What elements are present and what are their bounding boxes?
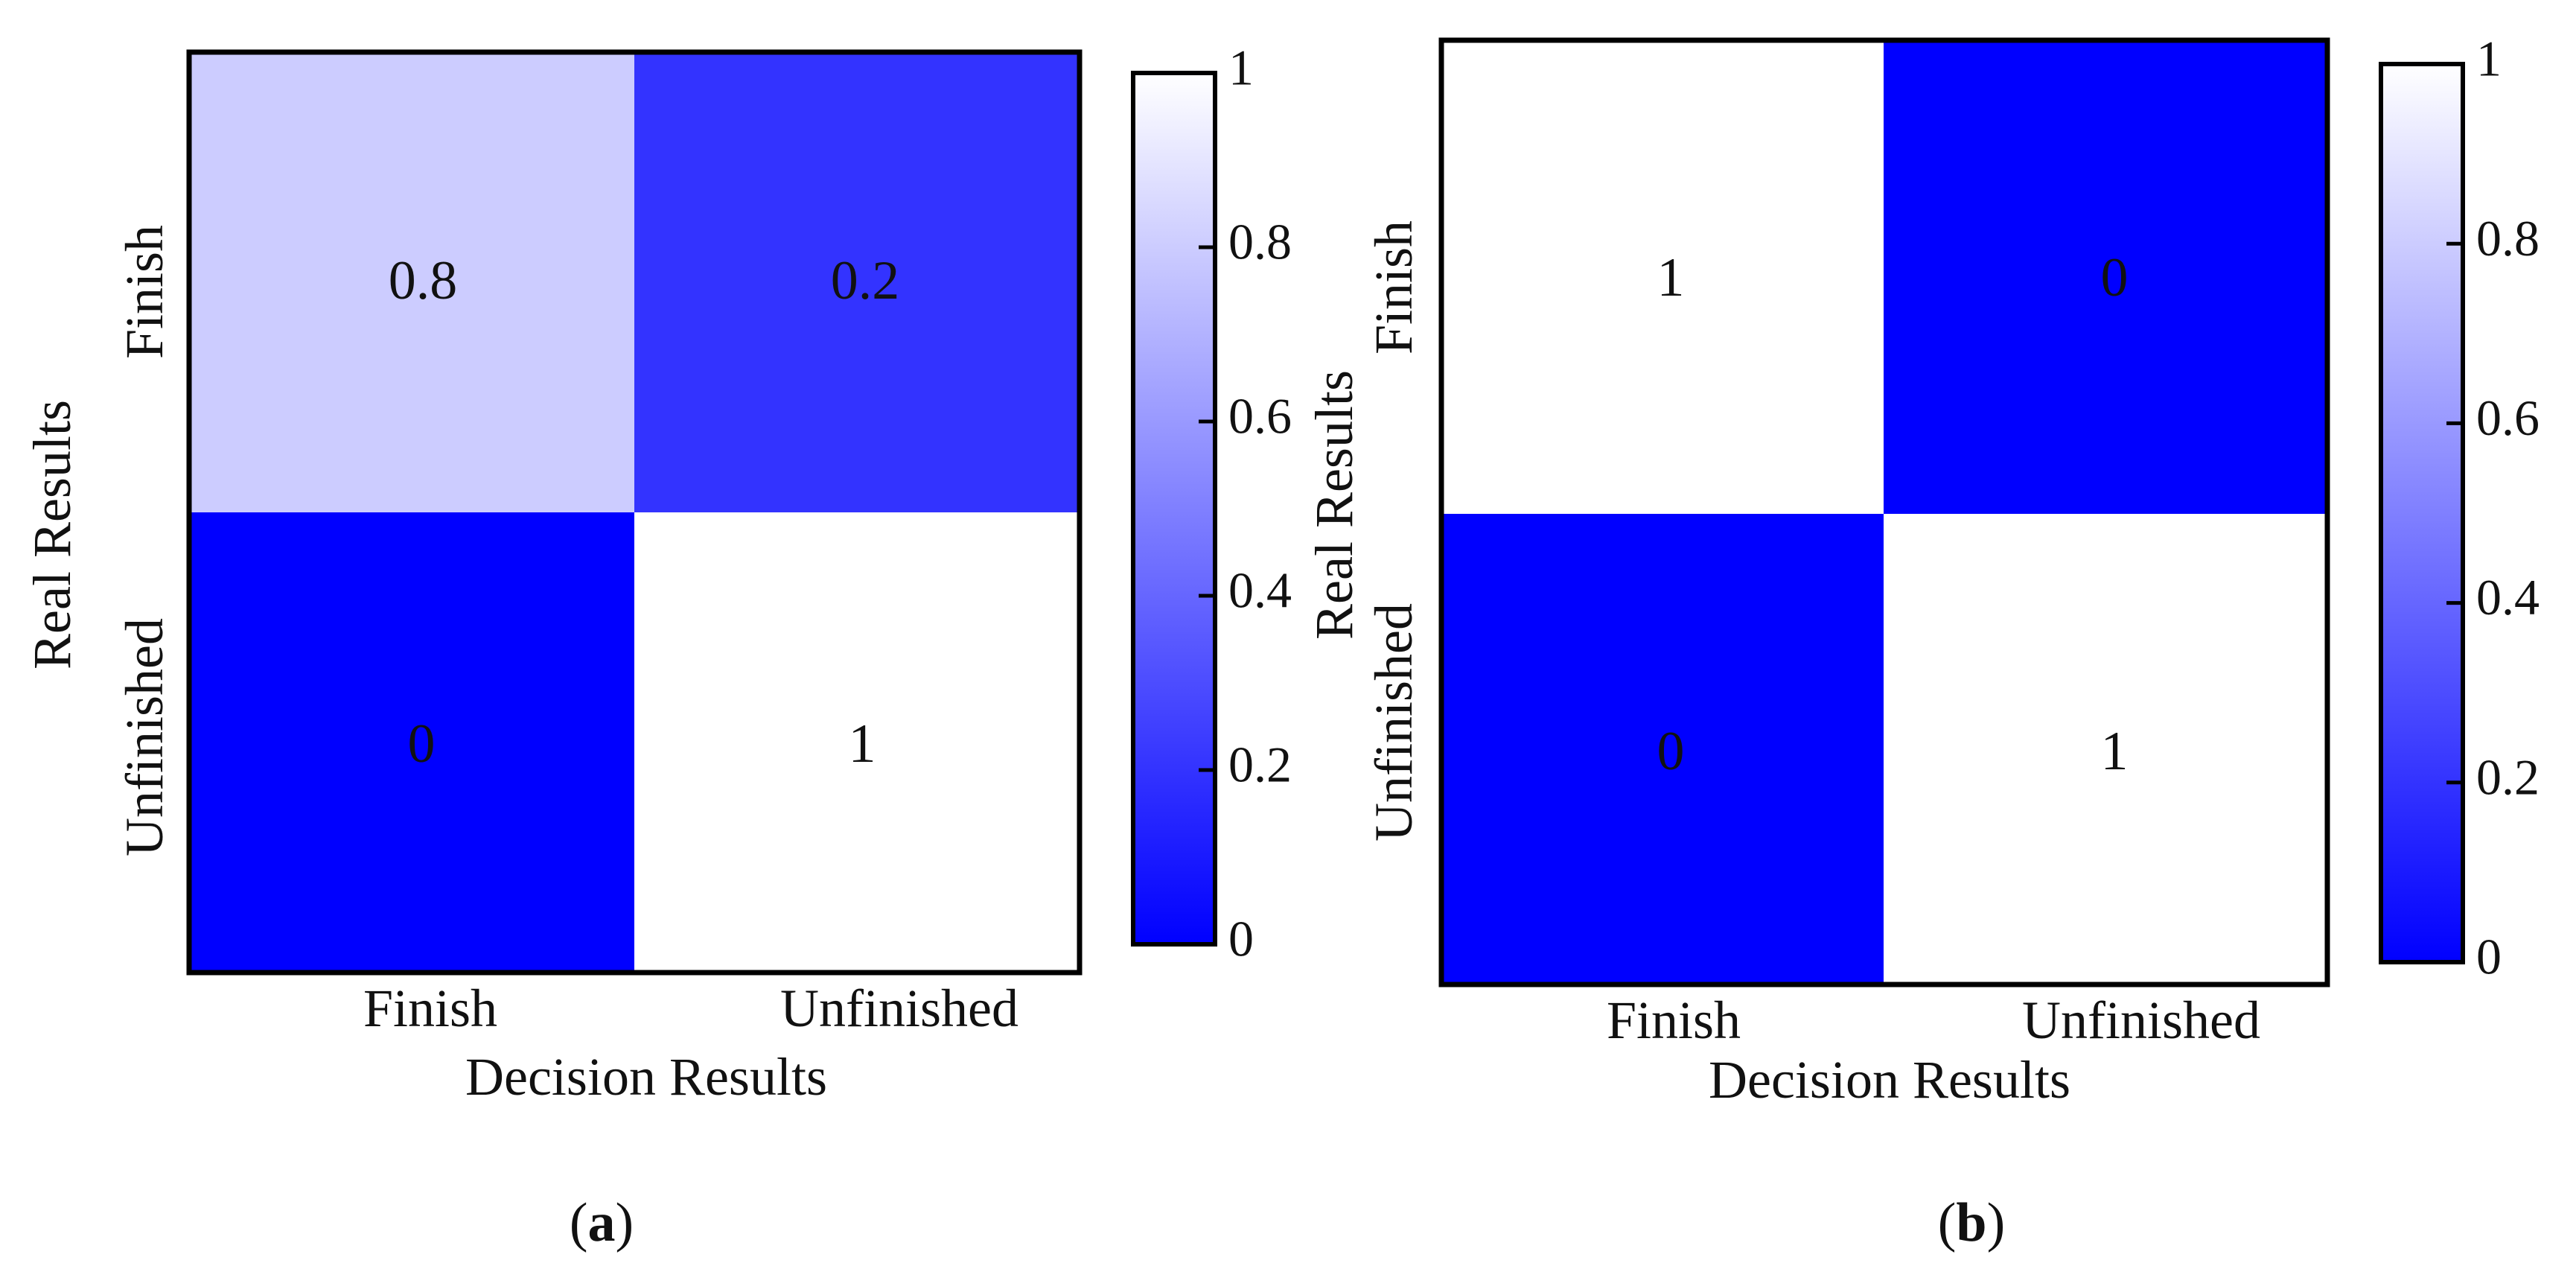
colorbar-b-gradient xyxy=(2379,62,2465,964)
colorbar-a-tick-label-1: 0.2 xyxy=(1228,737,1292,793)
panel-b-label-open: ( xyxy=(1938,1192,1957,1253)
heatmap-a-value-0-0: 0.8 xyxy=(389,250,458,311)
heatmap-a-value-0-1: 0.2 xyxy=(831,250,900,311)
heatmap-a-ylabel: Real Results xyxy=(22,400,82,669)
heatmap-b-value-0-0: 1 xyxy=(1657,247,1685,308)
panel-b-label: (b) xyxy=(1938,1192,2005,1253)
heatmap-b-xtick-finish: Finish xyxy=(1607,990,1741,1050)
heatmap-b-cell-0-0 xyxy=(1441,40,1884,514)
heatmap-a-xtick-finish: Finish xyxy=(363,979,497,1038)
colorbar-b-tick-label-5: 1 xyxy=(2476,31,2502,87)
colorbar-b-tick-label-1: 0.2 xyxy=(2476,748,2540,805)
colorbar-b-tick-label-2: 0.4 xyxy=(2476,569,2540,626)
heatmap-a-ytick-finish: Finish xyxy=(115,225,174,359)
panel-b: 1 0 0 1 Finish Unfinished Decision Resul… xyxy=(1304,31,2540,1253)
colorbar-b: 0 0.2 0.4 0.6 0.8 1 xyxy=(2379,31,2540,985)
heatmap-b-frame xyxy=(1438,37,2330,987)
heatmap-b-cell-0-1 xyxy=(1884,40,2327,514)
panel-a-label-close: ) xyxy=(616,1192,634,1253)
heatmap-b-ytick-finish: Finish xyxy=(1364,220,1424,354)
colorbar-a-tick-label-2: 0.4 xyxy=(1228,562,1292,619)
heatmap-b-xlabel: Decision Results xyxy=(1709,1050,2070,1110)
heatmap-a-value-1-0: 0 xyxy=(408,713,436,774)
heatmap-b-cells xyxy=(1441,40,2327,985)
colorbar-b-ticks: 0 0.2 0.4 0.6 0.8 1 xyxy=(2446,31,2540,985)
colorbar-a-ticks: 0 0.2 0.4 0.6 0.8 1 xyxy=(1199,39,1292,967)
colorbar-b-tick-label-0: 0 xyxy=(2476,929,2502,985)
panel-a-label-letter: a xyxy=(588,1192,616,1253)
heatmap-a-frame xyxy=(186,49,1083,976)
heatmap-b-value-1-0: 0 xyxy=(1657,721,1685,782)
colorbar-a-tick-label-4: 0.8 xyxy=(1228,214,1292,270)
colorbar-a-gradient xyxy=(1131,71,1217,947)
heatmap-a-cells xyxy=(189,52,1080,973)
heatmap-b-xtick-unfinished: Unfinished xyxy=(2022,990,2260,1050)
heatmap-a-xtick-unfinished: Unfinished xyxy=(780,979,1018,1038)
heatmap-b-value-0-1: 0 xyxy=(2101,247,2129,308)
heatmap-a-cell-0-1 xyxy=(634,52,1080,512)
heatmap-b-ylabel: Real Results xyxy=(1304,370,1364,640)
heatmap-a-cell-0-0 xyxy=(189,52,634,512)
heatmap-a-ytick-unfinished: Unfinished xyxy=(115,618,174,856)
heatmap-b-cell-1-0 xyxy=(1441,514,1884,985)
heatmap-b-cell-1-1 xyxy=(1884,514,2327,985)
panel-a-label: (a) xyxy=(570,1192,634,1253)
heatmap-a-xlabel: Decision Results xyxy=(465,1047,827,1107)
colorbar-a-tick-label-3: 0.6 xyxy=(1228,388,1292,445)
colorbar-a: 0 0.2 0.4 0.6 0.8 1 xyxy=(1131,39,1292,967)
panel-a-label-open: ( xyxy=(570,1192,588,1253)
heatmap-a-cell-1-1 xyxy=(634,512,1080,973)
colorbar-b-tick-label-3: 0.6 xyxy=(2476,389,2540,446)
heatmap-a-value-1-1: 1 xyxy=(849,713,876,774)
heatmap-b-value-1-1: 1 xyxy=(2101,721,2129,782)
colorbar-a-tick-label-0: 0 xyxy=(1228,911,1254,967)
heatmap-b-ytick-unfinished: Unfinished xyxy=(1364,603,1424,842)
heatmap-a-cell-1-0 xyxy=(189,512,634,973)
panel-b-label-close: ) xyxy=(1987,1192,2006,1253)
panel-a: 0.8 0.2 0 1 Finish Unfinished Decision R… xyxy=(22,39,1292,1253)
panel-b-label-letter: b xyxy=(1956,1192,1986,1253)
colorbar-a-tick-label-5: 1 xyxy=(1228,39,1254,96)
colorbar-b-tick-label-4: 0.8 xyxy=(2476,210,2540,267)
